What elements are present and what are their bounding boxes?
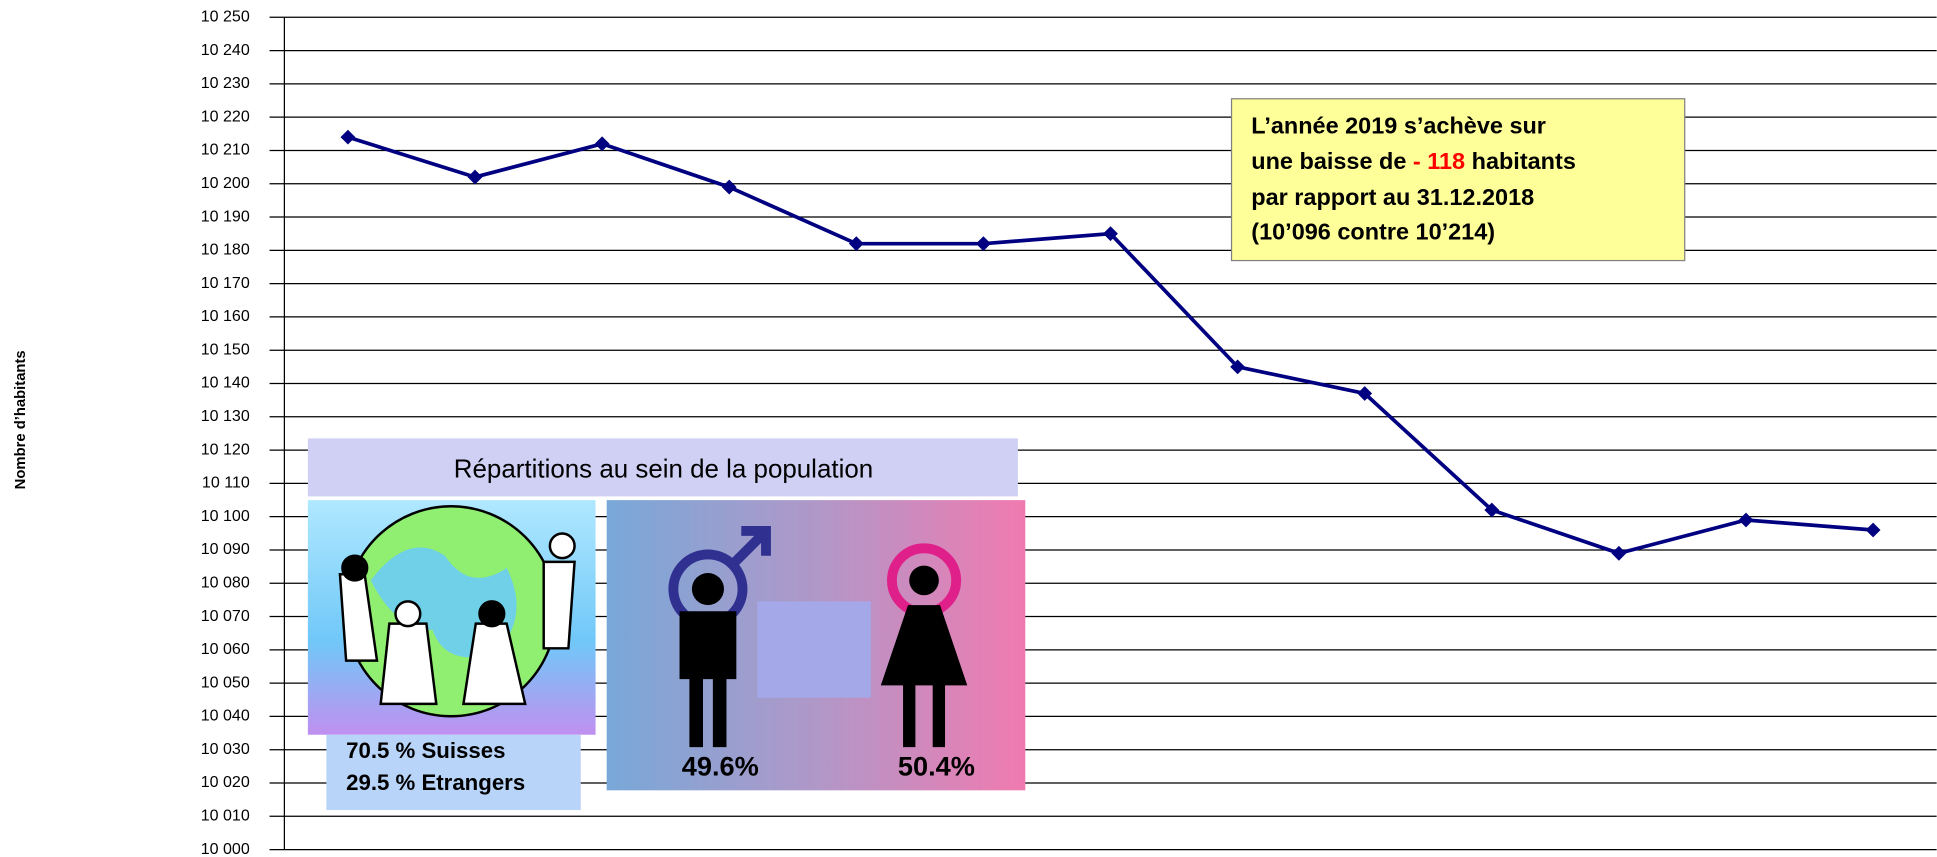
y-tick-label: 10 140 <box>201 374 250 392</box>
chart: Nombre d’habitants 10 000 10 010 10 020 10 … <box>0 0 1937 857</box>
y-tick-label: 10 080 <box>201 573 250 591</box>
inset-women: 50.4% <box>898 750 975 781</box>
y-tick-label: 10 090 <box>201 540 250 558</box>
data-point <box>595 136 610 151</box>
annotation-text: une baisse de <box>1251 148 1413 174</box>
y-tick-label: 10 030 <box>201 740 250 758</box>
y-tick-label: 10 050 <box>201 673 250 691</box>
y-tick-label: 10 000 <box>201 840 250 857</box>
data-point <box>468 170 483 185</box>
inset-foreign: 29.5 % Etrangers <box>346 770 525 795</box>
y-tick-label: 10 010 <box>201 807 250 825</box>
y-tick-label: 10 250 <box>201 8 250 26</box>
y-tick-label: 10 110 <box>202 474 250 492</box>
annotation-highlight: - 118 <box>1413 148 1465 174</box>
data-point <box>849 236 864 251</box>
data-point <box>722 180 737 195</box>
y-tick-label: 10 150 <box>201 340 250 358</box>
y-tick-label: 10 200 <box>201 174 250 192</box>
data-point <box>1866 523 1881 538</box>
data-point <box>1611 546 1626 561</box>
y-tick-label: 10 170 <box>201 274 250 292</box>
y-tick-label: 10 100 <box>201 507 250 525</box>
annotation-line: (10’096 contre 10’214) <box>1251 219 1495 245</box>
y-tick-label: 10 240 <box>201 41 250 59</box>
annotation-line: L’année 2019 s’achève sur <box>1251 112 1546 138</box>
y-tick-label: 10 020 <box>201 773 250 791</box>
annotation-line: une baisse de - 118 habitants <box>1251 148 1576 174</box>
y-tick-label: 10 190 <box>201 207 250 225</box>
inset-swiss: 70.5 % Suisses <box>346 738 505 763</box>
y-tick-label: 10 120 <box>201 440 250 458</box>
y-axis-label: Nombre d’habitants <box>13 350 29 489</box>
y-tick-label: 10 160 <box>201 307 250 325</box>
gender-square <box>757 601 871 697</box>
y-tick-label: 10 060 <box>201 640 250 658</box>
annotation-line: par rapport au 31.12.2018 <box>1251 184 1534 210</box>
y-tick-label: 10 230 <box>201 74 250 92</box>
y-tick-label: 10 210 <box>201 141 250 159</box>
inset: Répartitions au sein de la population 70… <box>308 438 1025 810</box>
annotation-text: habitants <box>1465 148 1576 174</box>
inset-men: 49.6% <box>682 750 759 781</box>
data-point <box>976 236 991 251</box>
y-tick-label: 10 220 <box>201 107 250 125</box>
data-point <box>341 130 356 145</box>
y-tick-label: 10 070 <box>201 607 250 625</box>
data-point <box>1739 513 1754 528</box>
page: Nombre d’habitants 10 000 10 010 10 020 10 … <box>0 0 1937 857</box>
y-tick-label: 10 130 <box>201 407 250 425</box>
y-tick-label: 10 180 <box>201 241 250 259</box>
inset-title: Répartitions au sein de la population <box>454 455 873 483</box>
y-tick-label: 10 040 <box>201 707 250 725</box>
